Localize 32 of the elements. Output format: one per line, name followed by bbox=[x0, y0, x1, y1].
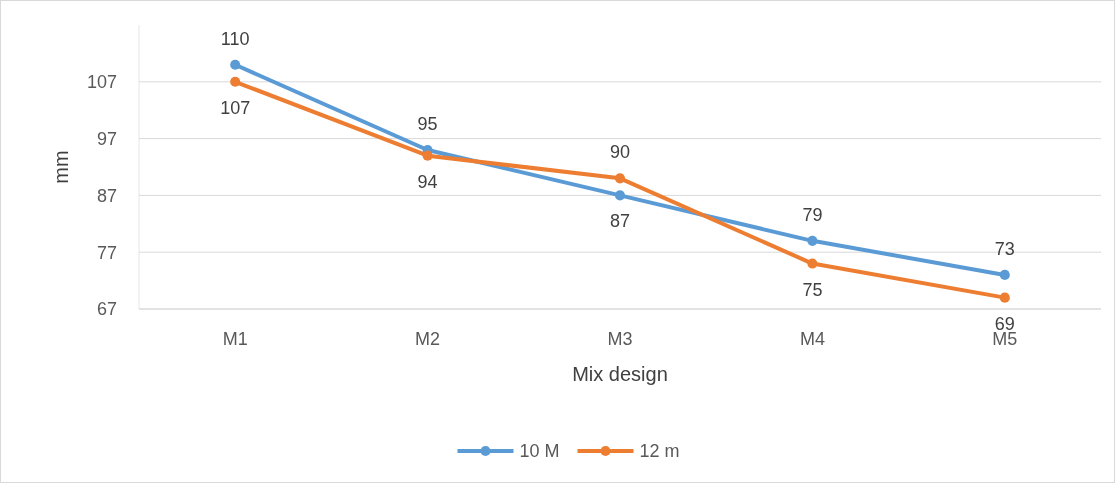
x-tick-label: M2 bbox=[415, 329, 441, 350]
data-label: 79 bbox=[802, 204, 823, 225]
x-axis-title: Mix design bbox=[572, 363, 668, 385]
data-label: 107 bbox=[220, 97, 251, 118]
x-tick-label: M5 bbox=[992, 329, 1018, 350]
point bbox=[999, 269, 1010, 280]
data-label: 73 bbox=[994, 238, 1015, 259]
point bbox=[614, 173, 626, 184]
x-tick-label: M4 bbox=[799, 329, 825, 350]
point bbox=[422, 150, 433, 161]
point bbox=[230, 76, 241, 87]
y-tick-label: 67 bbox=[96, 299, 117, 320]
y-tick-label: 107 bbox=[86, 72, 117, 93]
legend-label: 10 M bbox=[519, 441, 560, 462]
point bbox=[614, 190, 626, 201]
point bbox=[807, 258, 818, 269]
y-tick-label: 87 bbox=[96, 185, 117, 206]
point bbox=[230, 59, 241, 70]
y-tick-label: 97 bbox=[96, 128, 117, 149]
data-label: 87 bbox=[609, 211, 631, 232]
point bbox=[999, 292, 1010, 303]
y-tick-label: 77 bbox=[96, 242, 117, 263]
x-tick-label: M1 bbox=[222, 329, 248, 350]
data-label: 95 bbox=[417, 113, 438, 134]
y-axis-title: mm bbox=[50, 150, 72, 184]
data-label: 75 bbox=[802, 279, 823, 300]
x-tick-label: M3 bbox=[607, 329, 633, 350]
data-label: 94 bbox=[417, 171, 438, 192]
data-label: 110 bbox=[220, 28, 250, 49]
data-label: 90 bbox=[609, 142, 631, 163]
point bbox=[807, 235, 818, 246]
legend-label: 12 m bbox=[639, 441, 680, 462]
